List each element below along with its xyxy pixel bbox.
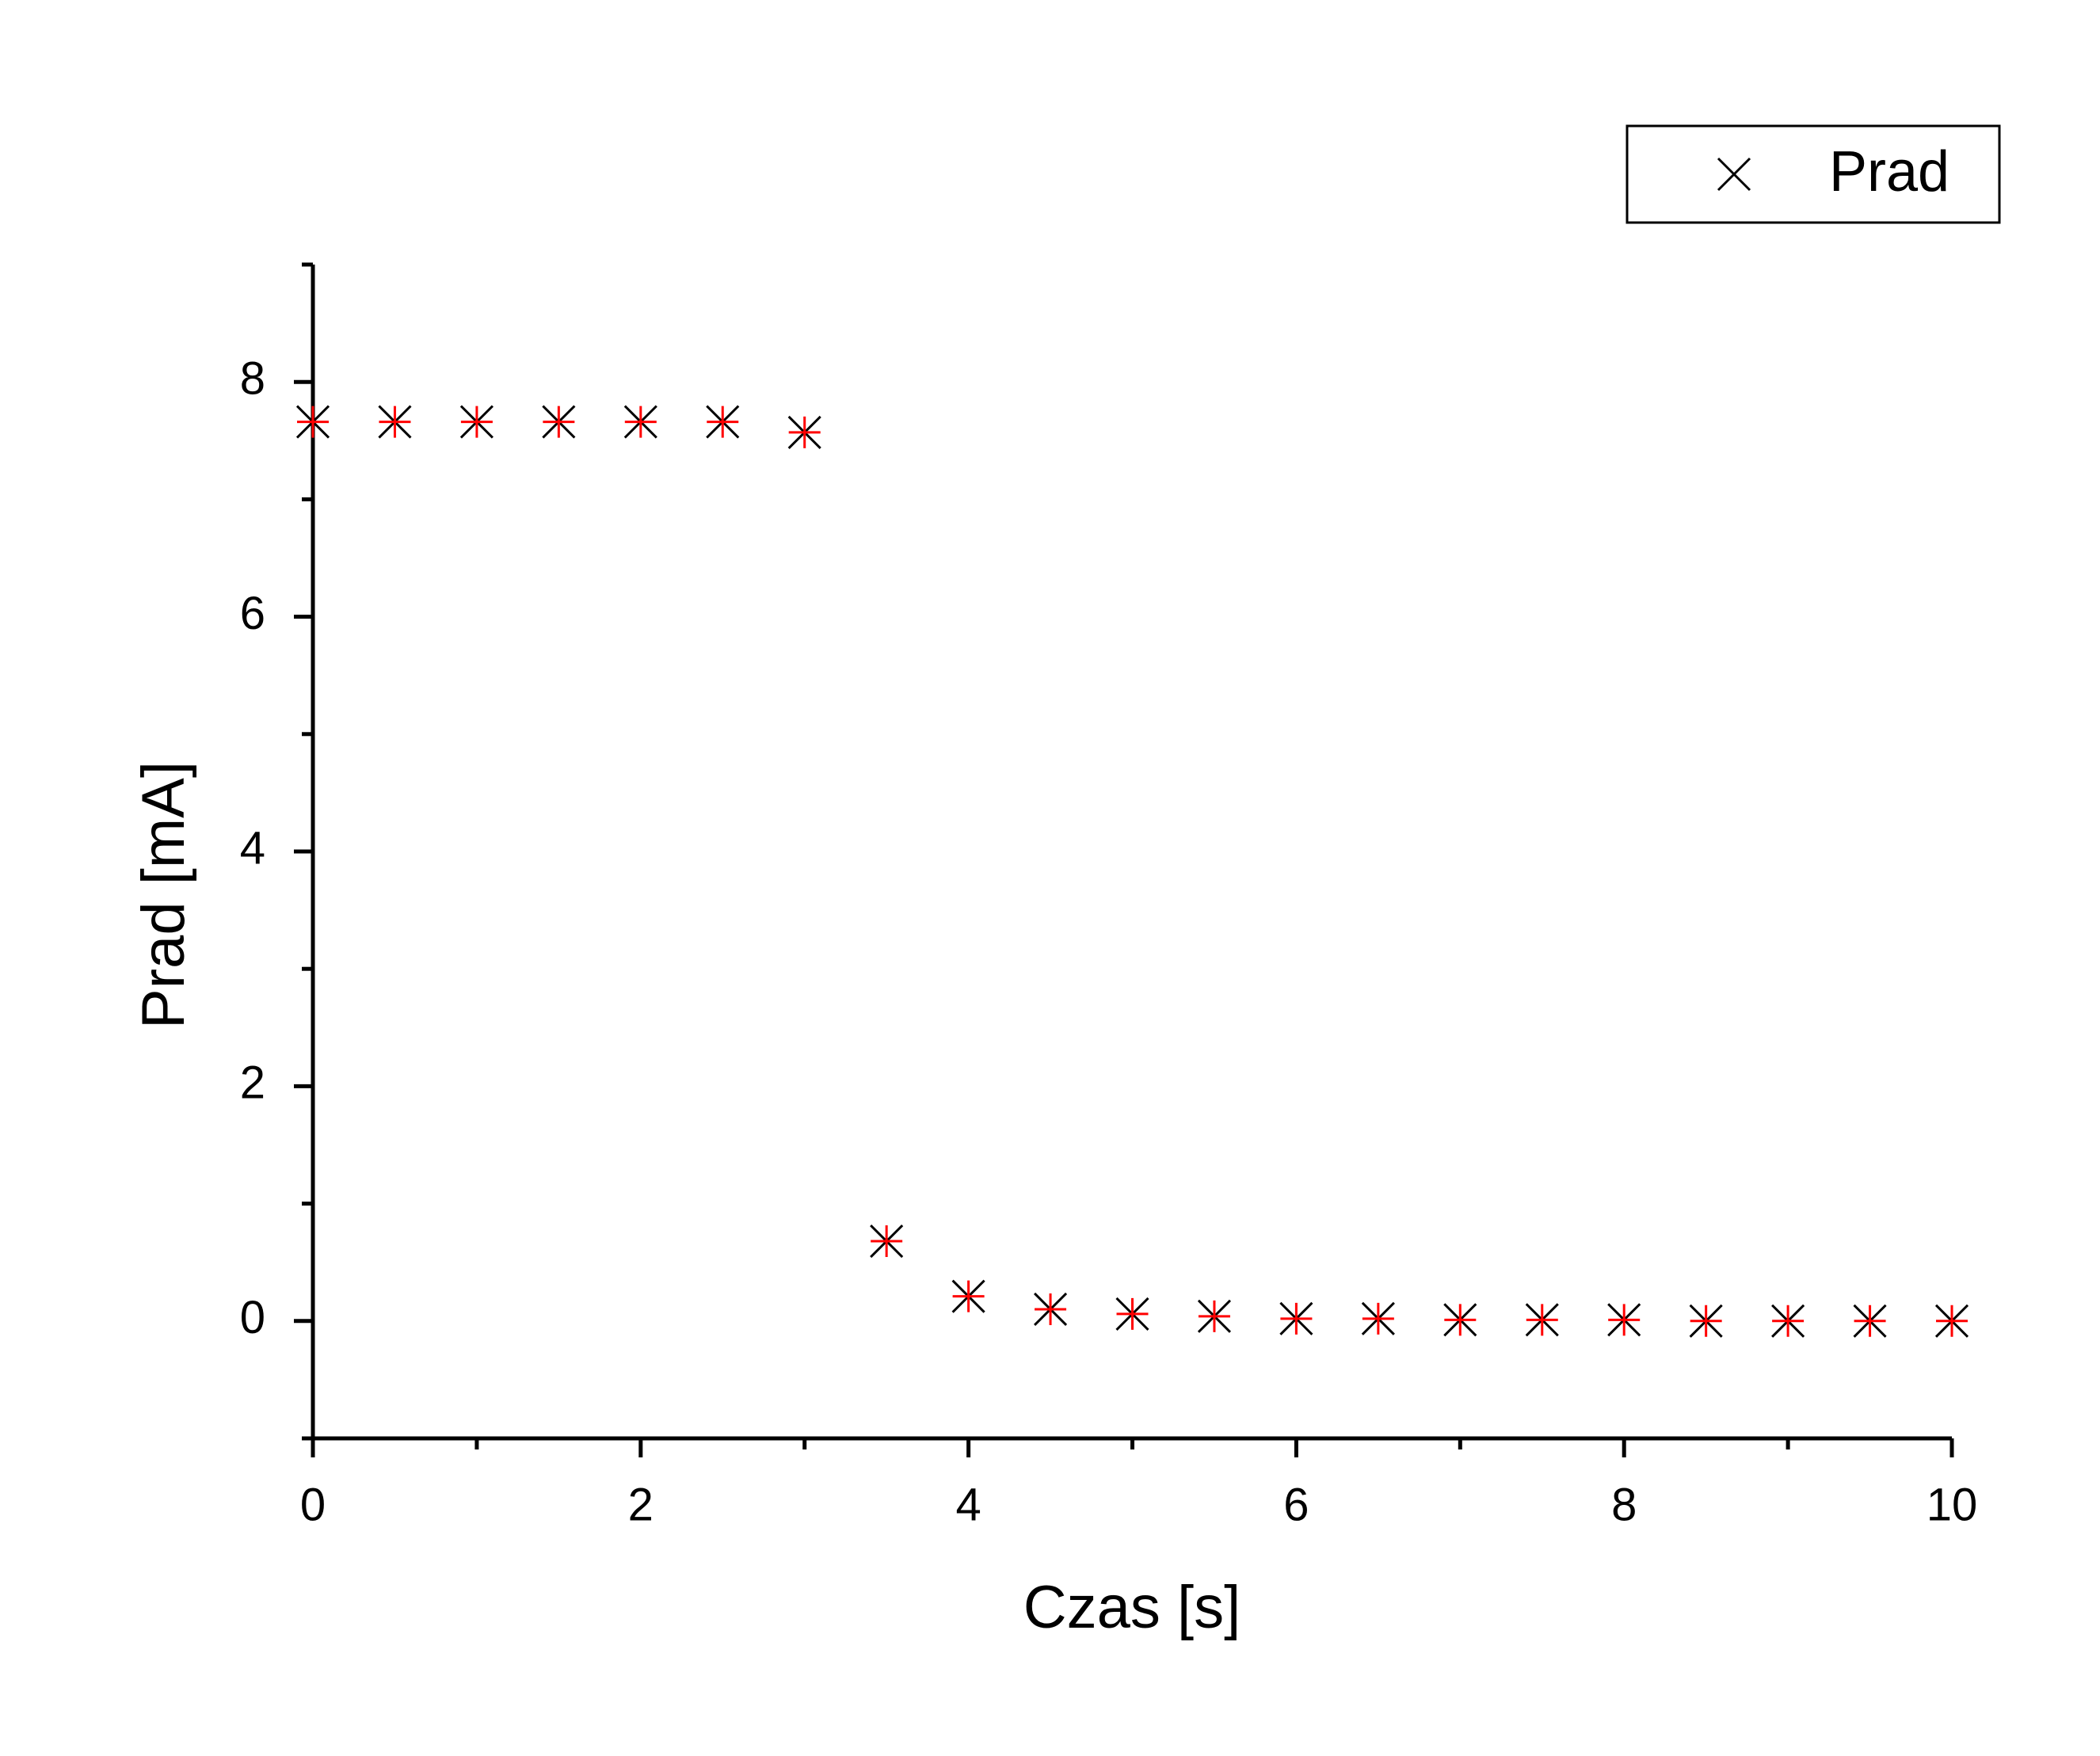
point (1689, 1304, 1723, 1338)
y-tick-label: 0 (240, 1292, 265, 1343)
marker-plus (1198, 1300, 1230, 1332)
y-tick-label: 8 (240, 353, 265, 405)
point (1197, 1299, 1232, 1333)
marker-plus (1444, 1304, 1477, 1336)
y-axis-label: Prad [mA] (130, 761, 197, 1029)
point (295, 405, 330, 439)
marker-plus (297, 406, 329, 438)
point (1279, 1301, 1313, 1335)
point (1607, 1303, 1641, 1337)
marker-plus (1280, 1302, 1313, 1335)
point (1033, 1292, 1068, 1327)
x-tick-label: 0 (300, 1479, 326, 1530)
y-tick-label: 6 (240, 588, 265, 639)
point (623, 405, 657, 439)
point (542, 405, 576, 439)
x-tick-label: 10 (1927, 1479, 1978, 1530)
point (378, 405, 412, 439)
x-tick-label: 2 (628, 1479, 654, 1530)
point (787, 415, 821, 449)
x-tick-label: 8 (1611, 1479, 1637, 1530)
point (1115, 1297, 1149, 1331)
y-tick-label: 2 (240, 1057, 265, 1109)
marker-plus (379, 406, 411, 438)
marker-plus (871, 1225, 903, 1258)
marker-x (1717, 157, 1751, 192)
marker-plus (1362, 1302, 1394, 1335)
marker-plus (1035, 1293, 1067, 1325)
x-tick-label: 4 (955, 1479, 981, 1530)
marker-plus (707, 406, 739, 438)
marker-plus (1772, 1305, 1805, 1337)
point (951, 1279, 985, 1313)
legend-box (1625, 124, 2001, 224)
marker-plus (788, 416, 821, 448)
marker-plus (1854, 1305, 1886, 1337)
point (870, 1224, 904, 1259)
point (1771, 1304, 1805, 1338)
legend: Prad (1625, 124, 2001, 224)
point (459, 405, 494, 439)
marker-plus (952, 1280, 985, 1312)
marker-plus (543, 406, 575, 438)
marker-plus (1526, 1304, 1558, 1336)
point (1525, 1303, 1559, 1337)
y-tick-label: 4 (240, 822, 265, 874)
x-tick-label: 6 (1283, 1479, 1309, 1530)
point (1361, 1301, 1395, 1335)
marker-plus (624, 406, 657, 438)
marker-plus (1690, 1305, 1722, 1337)
x-axis-label: Czas [s] (1023, 1574, 1241, 1641)
point (706, 405, 740, 439)
point (1853, 1304, 1887, 1338)
marker-plus (460, 406, 493, 438)
point (1934, 1304, 1969, 1338)
marker-plus (1116, 1297, 1149, 1330)
marker-plus (1936, 1305, 1968, 1337)
point (1443, 1303, 1477, 1337)
legend-label: Prad (1829, 140, 1949, 204)
marker-plus (1608, 1304, 1641, 1336)
